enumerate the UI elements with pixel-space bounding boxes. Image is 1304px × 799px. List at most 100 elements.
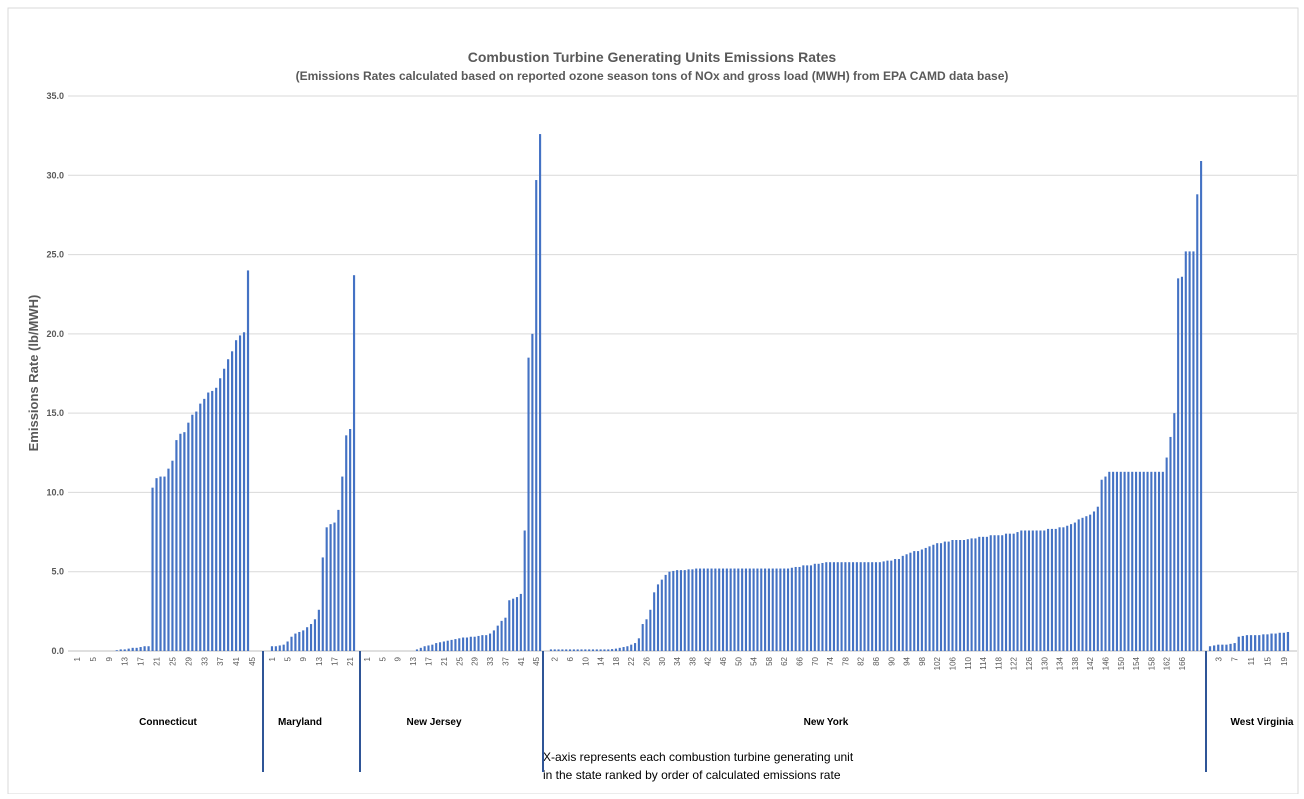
x-tick-label: 66 — [796, 656, 805, 665]
bar — [614, 648, 617, 651]
bar — [294, 633, 297, 651]
bar — [1104, 476, 1107, 651]
bar — [1262, 634, 1265, 651]
y-tick-label: 20.0 — [46, 329, 64, 339]
bar — [1001, 535, 1004, 651]
bar — [549, 649, 552, 651]
x-tick-label: 142 — [1086, 656, 1095, 670]
x-tick-label: 25 — [455, 656, 464, 665]
x-tick-label: 150 — [1117, 656, 1126, 670]
x-tick-label: 78 — [841, 656, 850, 665]
bar — [580, 649, 583, 651]
bar — [676, 570, 679, 651]
bar — [871, 562, 874, 651]
bar — [836, 562, 839, 651]
x-tick-label: 82 — [857, 656, 866, 665]
bar — [978, 536, 981, 651]
bar — [481, 635, 484, 651]
bar — [325, 527, 328, 651]
bar — [1050, 528, 1053, 651]
bar — [794, 566, 797, 651]
x-tick-label: 45 — [248, 656, 257, 665]
bar — [1027, 530, 1031, 651]
bar — [1245, 635, 1249, 651]
bar — [649, 609, 652, 651]
bar — [1112, 471, 1115, 651]
bar — [584, 649, 587, 651]
bar — [286, 641, 289, 651]
bar — [131, 647, 134, 651]
x-tick-label: 146 — [1102, 656, 1111, 670]
bar — [622, 647, 625, 651]
bar — [660, 579, 663, 651]
bar — [211, 390, 214, 651]
bar — [920, 549, 923, 651]
bar — [817, 563, 820, 651]
bar — [568, 649, 572, 651]
x-tick-label: 41 — [232, 656, 241, 665]
bar — [572, 649, 575, 651]
bar — [848, 562, 851, 651]
x-tick-label: 37 — [501, 656, 510, 665]
bar — [1058, 527, 1061, 651]
x-tick-label: 19 — [1280, 656, 1289, 665]
bar — [1180, 276, 1184, 651]
bar — [179, 433, 182, 651]
bar — [748, 568, 751, 651]
bar — [234, 340, 238, 651]
bar — [1286, 631, 1290, 651]
x-tick-label: 38 — [688, 656, 697, 665]
bar — [515, 597, 519, 651]
bar — [1024, 530, 1027, 651]
y-tick-label: 0.0 — [51, 646, 64, 656]
bar — [1138, 471, 1141, 651]
bar — [238, 335, 242, 651]
bar — [1047, 528, 1050, 651]
bar — [1092, 511, 1096, 651]
x-tick-label: 166 — [1178, 656, 1187, 670]
bar — [1233, 643, 1236, 651]
bar — [966, 539, 969, 651]
bar — [519, 593, 522, 651]
bar — [1085, 516, 1088, 651]
x-tick-label: 162 — [1163, 656, 1172, 670]
x-tick-label: 58 — [765, 656, 774, 665]
bar — [1225, 644, 1228, 651]
bar — [1258, 635, 1261, 651]
bar — [159, 476, 162, 651]
x-tick-label: 42 — [704, 656, 713, 665]
x-tick-label: 17 — [425, 656, 434, 665]
bar — [1192, 251, 1195, 651]
y-tick-label: 25.0 — [46, 250, 64, 260]
x-tick-label: 26 — [643, 656, 652, 665]
bar — [278, 645, 281, 651]
x-tick-label: 21 — [440, 656, 449, 665]
bar — [630, 644, 633, 651]
x-tick-label: 122 — [1010, 656, 1019, 670]
bar — [167, 468, 170, 651]
bar — [313, 619, 317, 651]
state-label: New Jersey — [406, 717, 461, 728]
bar — [1100, 479, 1103, 651]
bar — [924, 547, 927, 651]
state-label: Connecticut — [139, 717, 197, 728]
bar — [1043, 530, 1046, 651]
bar — [1070, 524, 1073, 651]
bar — [913, 551, 916, 651]
bar — [760, 568, 763, 651]
bar — [504, 617, 507, 651]
bar — [199, 403, 202, 651]
x-tick-label: 45 — [532, 656, 541, 665]
state-label: New York — [804, 717, 849, 728]
state-label: West Virginia — [1231, 717, 1294, 728]
bar — [744, 568, 748, 651]
bar — [1127, 471, 1130, 651]
x-tick-label: 13 — [315, 656, 324, 665]
bar — [127, 648, 130, 651]
bar — [890, 560, 893, 651]
x-tick-label: 114 — [979, 656, 988, 669]
bar — [492, 630, 495, 651]
bar — [290, 636, 293, 651]
bar — [203, 398, 206, 651]
